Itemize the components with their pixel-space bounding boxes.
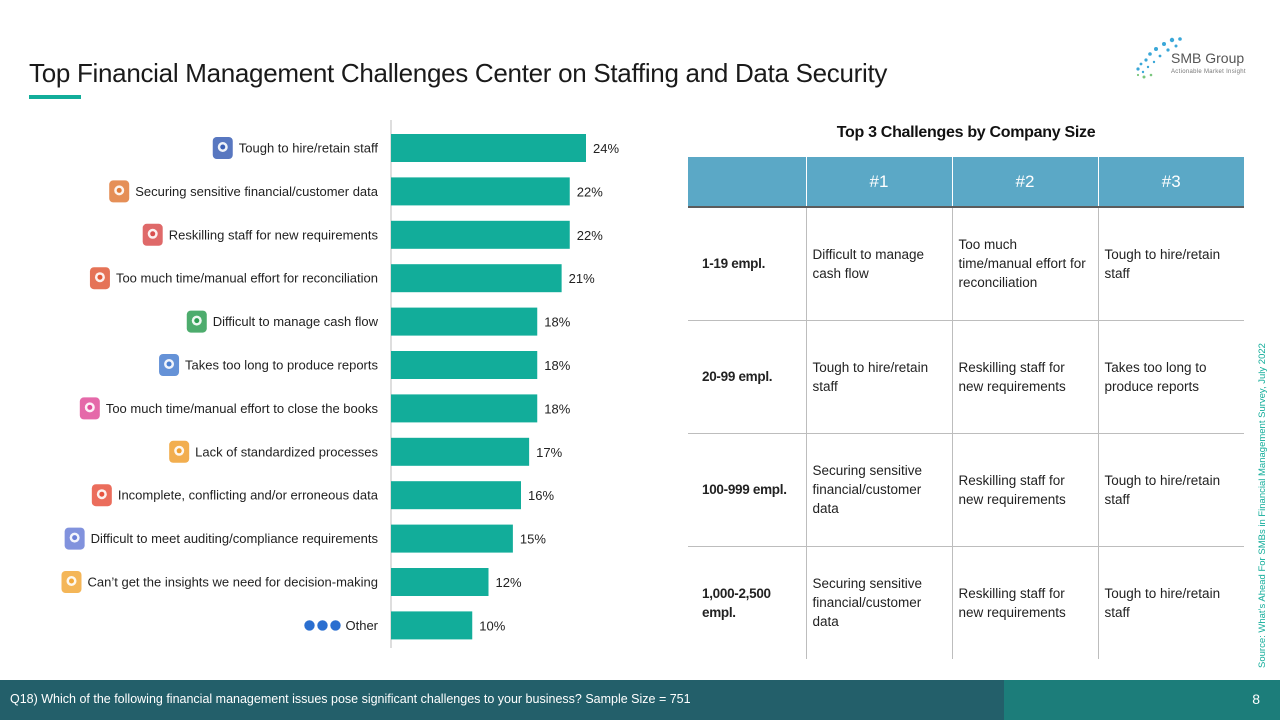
bar xyxy=(391,351,538,379)
checklist-icon xyxy=(64,527,85,550)
value-label: 10% xyxy=(479,618,505,633)
bar xyxy=(391,394,538,423)
category-label: Reskilling staff for new requirements xyxy=(169,227,379,242)
book-icon xyxy=(79,397,100,420)
search-staff-icon xyxy=(212,137,233,159)
table-row: 1-19 empl. Difficult to manage cash flow… xyxy=(688,206,1244,320)
survey-question: Q18) Which of the following financial ma… xyxy=(10,692,691,706)
value-label: 15% xyxy=(520,532,546,547)
challenge-cell: Difficult to manage cash flow xyxy=(805,206,952,320)
page-title: Top Financial Management Challenges Cent… xyxy=(29,58,888,88)
footer-bar: Q18) Which of the following financial ma… xyxy=(0,680,1280,720)
category-label: Tough to hire/retain staff xyxy=(239,141,379,156)
table-row: 100-999 empl. Securing sensitive financi… xyxy=(688,432,1244,546)
value-label: 12% xyxy=(496,575,522,590)
bar xyxy=(391,568,489,596)
puzzle-icon xyxy=(91,484,112,507)
table-header-row: #1 #2 #3 xyxy=(688,157,1244,207)
table-header-rank-2: #2 xyxy=(951,157,1098,207)
category-label: Lack of standardized processes xyxy=(195,444,378,459)
person-network-icon xyxy=(142,223,163,246)
company-size-table: #1 #2 #3 1-19 empl. Difficult to manage … xyxy=(688,157,1244,659)
value-label: 18% xyxy=(544,401,570,416)
table-row: 1,000-2,500 empl. Securing sensitive fin… xyxy=(688,545,1244,659)
challenge-cell: Reskilling staff for new requirements xyxy=(951,545,1098,659)
company-size-cell: 20-99 empl. xyxy=(688,319,806,433)
cash-icon xyxy=(186,310,207,333)
company-size-cell: 1-19 empl. xyxy=(688,206,806,320)
challenge-cell: Tough to hire/retain staff xyxy=(805,319,952,433)
value-label: 18% xyxy=(544,358,570,373)
category-label: Too much time/manual effort to close the… xyxy=(106,401,379,416)
table-header-blank xyxy=(688,157,806,207)
bar xyxy=(391,177,570,206)
value-label: 24% xyxy=(593,141,619,156)
dots-icon xyxy=(304,620,341,631)
challenge-cell: Tough to hire/retain staff xyxy=(1097,545,1244,659)
category-label: Difficult to meet auditing/compliance re… xyxy=(91,531,379,546)
category-label: Other xyxy=(345,618,378,633)
challenge-cell: Securing sensitive financial/customer da… xyxy=(805,545,952,659)
bar xyxy=(391,524,513,553)
company-size-cell: 1,000-2,500 empl. xyxy=(688,545,806,659)
smb-group-logo xyxy=(1136,37,1182,79)
category-label: Securing sensitive financial/customer da… xyxy=(135,184,379,199)
challenge-cell: Reskilling staff for new requirements xyxy=(951,432,1098,546)
gear-cycle-icon xyxy=(169,440,190,463)
bar xyxy=(391,264,562,293)
bar xyxy=(391,611,473,640)
table-title: Top 3 Challenges by Company Size xyxy=(836,124,1096,141)
stopwatch-icon xyxy=(89,267,110,290)
value-label: 22% xyxy=(577,228,603,243)
logo-name: SMB Group xyxy=(1171,50,1245,66)
bar xyxy=(391,134,586,162)
category-label: Incomplete, conflicting and/or erroneous… xyxy=(118,488,379,503)
logo-tagline: Actionable Market Insight xyxy=(1171,69,1246,75)
challenge-cell: Tough to hire/retain staff xyxy=(1097,206,1244,320)
challenge-cell: Reskilling staff for new requirements xyxy=(951,319,1098,433)
challenge-cell: Securing sensitive financial/customer da… xyxy=(805,432,952,546)
value-label: 17% xyxy=(536,445,562,460)
bar xyxy=(391,307,538,336)
challenge-cell: Too much time/manual effort for reconcil… xyxy=(951,206,1098,320)
challenge-cell: Takes too long to produce reports xyxy=(1097,319,1244,433)
value-label: 21% xyxy=(569,271,595,286)
bar xyxy=(391,437,530,466)
category-label: Difficult to manage cash flow xyxy=(213,314,379,329)
title-underline xyxy=(29,95,81,99)
challenge-cell: Tough to hire/retain staff xyxy=(1097,432,1244,546)
value-label: 16% xyxy=(528,488,554,503)
report-icon xyxy=(159,354,180,376)
table-header-rank-1: #1 xyxy=(805,157,952,207)
source-note: Source: What’s Ahead For SMBs in Financi… xyxy=(1257,343,1268,668)
category-label: Takes too long to produce reports xyxy=(185,358,378,373)
value-label: 18% xyxy=(544,315,570,330)
category-label: Can’t get the insights we need for decis… xyxy=(88,575,379,590)
table-row: 20-99 empl. Tough to hire/retain staff R… xyxy=(688,319,1244,433)
bar xyxy=(391,481,521,510)
footer-question-panel: Q18) Which of the following financial ma… xyxy=(0,680,1004,720)
value-label: 22% xyxy=(577,184,603,199)
challenges-bar-chart: Tough to hire/retain staff 24% Securing se… xyxy=(61,120,619,648)
insights-icon xyxy=(61,571,82,593)
bar xyxy=(391,220,570,249)
table-header-rank-3: #3 xyxy=(1097,157,1244,207)
page-number: 8 xyxy=(1252,691,1260,707)
company-size-cell: 100-999 empl. xyxy=(688,432,806,546)
people-hand-icon xyxy=(109,180,130,203)
category-label: Too much time/manual effort for reconcil… xyxy=(116,271,378,286)
